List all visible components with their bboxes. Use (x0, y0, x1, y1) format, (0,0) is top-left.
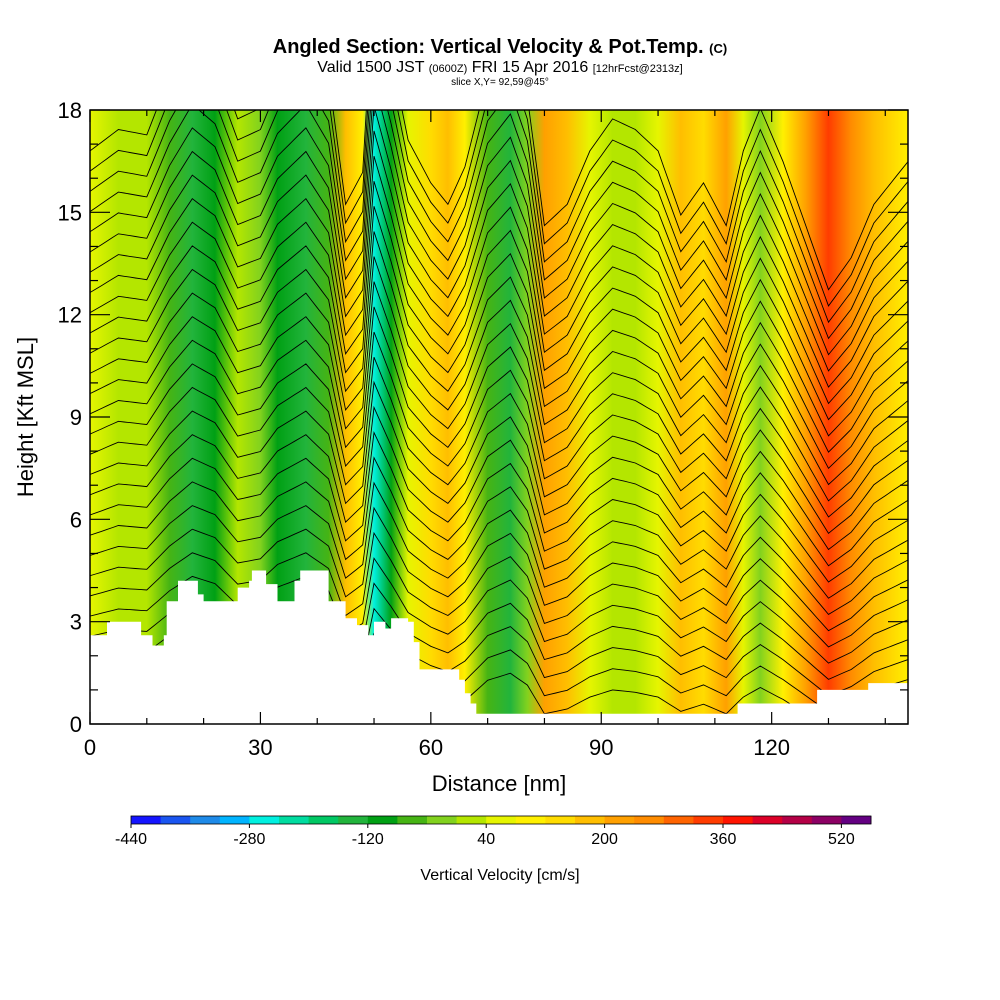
colorbar-swatch (456, 816, 487, 824)
theta-contour-line (90, 431, 908, 583)
colorbar-swatch (160, 816, 191, 824)
colorbar-swatch (693, 816, 724, 824)
theta-contour-line (90, 481, 908, 615)
y-tick-label: 3 (70, 610, 82, 635)
colorbar-swatch (811, 816, 842, 824)
x-tick-label: 120 (753, 735, 790, 760)
chart-title-tag: (C) (709, 41, 728, 56)
theta-contour-line (90, 557, 908, 664)
valid-prefix: Valid 1500 JST (317, 59, 425, 76)
colorbar-label: Vertical Velocity [cm/s] (420, 867, 579, 884)
theta-contour-line (90, 231, 908, 453)
colorbar-swatch (131, 816, 161, 824)
x-tick-label: 90 (589, 735, 613, 760)
x-tick-label: 0 (84, 735, 96, 760)
colorbar-swatch (575, 816, 605, 824)
terrain-mask (90, 570, 908, 724)
y-axis-label: Height [Kft MSL] (13, 337, 38, 497)
valid-utc: (0600Z) (428, 63, 468, 75)
theta-contour-line (90, 331, 908, 518)
colorbar-swatch (486, 816, 517, 824)
theta-contour-line (90, 110, 908, 291)
colorbar-swatch (427, 816, 457, 824)
forecast-info: [12hrFcst@2313z] (592, 63, 683, 75)
colorbar-swatch (634, 816, 665, 824)
theta-contour-line (90, 206, 908, 437)
colorbar-swatch (604, 816, 635, 824)
theta-contour-line (90, 357, 908, 534)
y-tick-label: 12 (58, 303, 82, 328)
colorbar-swatch (249, 816, 280, 824)
colorbar-tick-label: 40 (477, 831, 495, 848)
y-axis: 0 3 6 9 12 15 18 (58, 98, 908, 737)
colorbar-swatch (723, 816, 753, 824)
colorbar-swatch (782, 816, 813, 824)
y-tick-label: 6 (70, 507, 82, 532)
slice-info: slice X,Y= 92,59@45° (451, 77, 549, 88)
chart-title-text: Angled Section: Vertical Velocity & Pot.… (272, 36, 704, 58)
theta-contour-line (90, 405, 908, 567)
theta-contour-line (90, 281, 908, 486)
theta-contour-line (90, 181, 908, 421)
x-axis-label: Distance [nm] (432, 771, 567, 796)
chart-title: Angled Section: Vertical Velocity & Pot.… (0, 36, 1000, 60)
theta-contour-line (90, 110, 908, 324)
y-tick-label: 9 (70, 405, 82, 430)
colorbar-tick-label: -280 (233, 831, 265, 848)
theta-contour-line (90, 456, 908, 599)
colorbar-tick-label: 360 (710, 831, 737, 848)
colorbar-swatch (367, 816, 398, 824)
colorbar-swatch (397, 816, 428, 824)
theta-contour-line (90, 306, 908, 502)
theta-contour-line (90, 380, 908, 551)
colorbar-tick-label: -120 (352, 831, 384, 848)
valid-date: FRI 15 Apr 2016 (471, 59, 589, 76)
colorbar-swatch (545, 816, 576, 824)
y-tick-label: 18 (58, 98, 82, 123)
plot-area (90, 110, 908, 724)
colorbar-swatch (219, 816, 250, 824)
theta-contour-line (90, 256, 908, 470)
y-tick-label: 0 (70, 712, 82, 737)
chart-subtitle: Valid 1500 JST (0600Z) FRI 15 Apr 2016 [… (0, 60, 1000, 77)
colorbar-swatch (663, 816, 694, 824)
colorbar-swatch (308, 816, 339, 824)
colorbar-swatch (752, 816, 783, 824)
colorbar-swatch (515, 816, 546, 824)
theta-contour-line (90, 506, 908, 632)
theta-contour-line (90, 110, 908, 356)
colorbar-swatch (190, 816, 221, 824)
colorbar-tick-label: 520 (828, 831, 855, 848)
colorbar-swatch (841, 816, 872, 824)
colorbar-swatch (338, 816, 369, 824)
colorbar-tick-label: -440 (115, 831, 147, 848)
theta-contour-line (90, 531, 908, 648)
y-tick-label: 15 (58, 200, 82, 225)
theta-contour-line (90, 130, 908, 388)
colorbar-swatch (279, 816, 309, 824)
colorbar-tick-label: 200 (591, 831, 618, 848)
x-tick-label: 60 (419, 735, 443, 760)
x-axis: 0 30 60 90 120 (84, 110, 886, 760)
theta-contour-line (90, 110, 908, 372)
theta-contour-line (90, 110, 908, 307)
colorbar: -440 -280 -120 40 200 360 520 (115, 815, 872, 848)
x-tick-label: 30 (248, 735, 272, 760)
chart-title-block: Angled Section: Vertical Velocity & Pot.… (0, 36, 1000, 89)
theta-contour-line (90, 110, 908, 340)
theta-contour-line (90, 155, 908, 405)
colorbar-frame (130, 815, 872, 825)
